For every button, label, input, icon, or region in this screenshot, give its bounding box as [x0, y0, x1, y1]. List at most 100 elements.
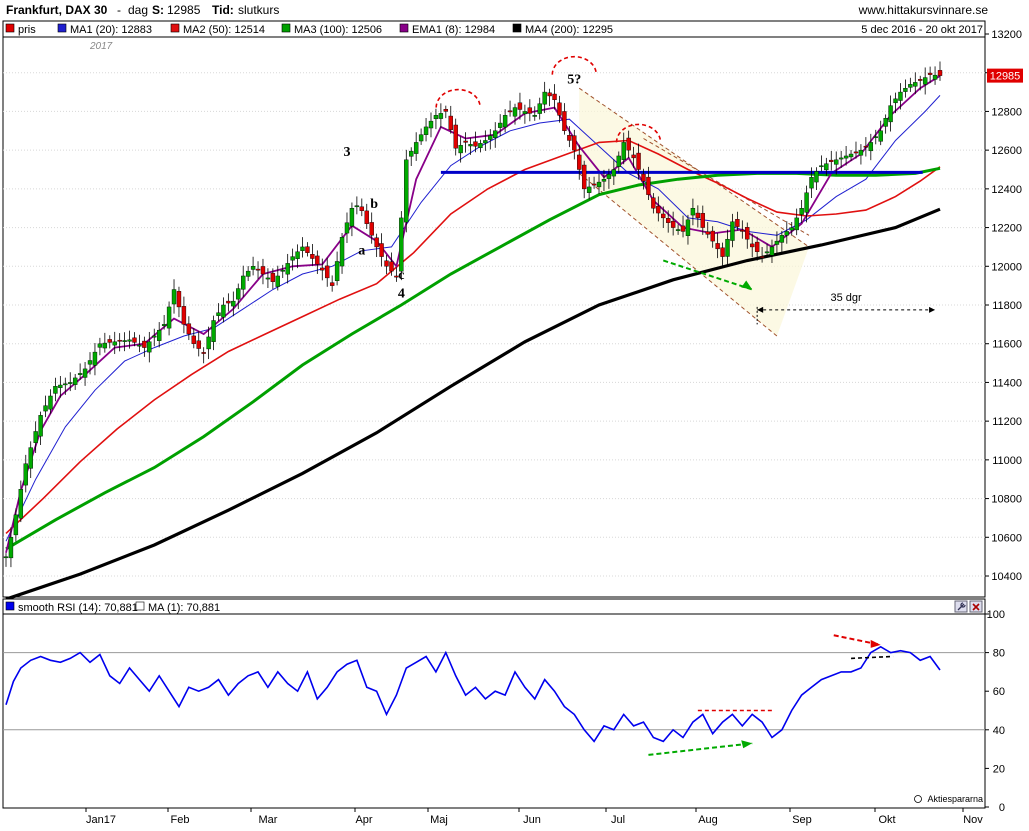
candle — [819, 155, 824, 172]
candle — [512, 103, 518, 125]
legend-label-pris: pris — [18, 24, 36, 36]
candle — [507, 100, 513, 117]
channel-upper — [578, 87, 810, 248]
candle — [596, 173, 602, 195]
candle — [216, 303, 221, 321]
candle-body — [245, 270, 251, 277]
candle-body — [394, 275, 399, 278]
candle — [522, 104, 528, 124]
last-value-tag — [987, 68, 1023, 83]
wrench-icon[interactable] — [954, 600, 968, 613]
candle — [87, 352, 93, 375]
candle — [147, 331, 152, 363]
candle — [320, 258, 325, 281]
candle-body — [433, 115, 439, 120]
candle — [740, 220, 745, 239]
candle-body — [216, 312, 221, 316]
candle — [285, 253, 290, 284]
candle-body — [710, 230, 715, 242]
candle — [759, 247, 765, 263]
y-tick-label: 10400 — [991, 571, 1022, 583]
candle — [428, 112, 434, 138]
candle — [68, 372, 73, 392]
candle-body — [750, 243, 755, 248]
candle — [206, 326, 211, 360]
candle-body — [819, 165, 824, 168]
rsi-axis: 0 20 40 60 80 100 — [985, 609, 1005, 814]
candle-body — [478, 143, 483, 149]
candle — [666, 210, 671, 233]
x-tick-label: Nov — [963, 814, 983, 826]
candle-body — [784, 231, 790, 236]
candle — [586, 177, 592, 200]
candle — [873, 129, 878, 145]
candle-body — [107, 339, 112, 343]
candle — [384, 254, 389, 275]
candle — [720, 242, 725, 267]
candle-body — [853, 151, 859, 154]
candle-body — [448, 115, 453, 131]
candle — [527, 99, 533, 122]
candle-body — [468, 144, 473, 147]
y-tick-label: 11800 — [992, 300, 1022, 312]
candle — [468, 137, 473, 155]
candle — [774, 231, 780, 255]
candle — [705, 222, 710, 239]
candle-body — [512, 107, 518, 117]
candle — [132, 332, 137, 347]
candle-body — [537, 103, 542, 114]
candle-body — [255, 268, 261, 271]
candle-body — [409, 150, 414, 157]
annotation-label: c — [398, 268, 404, 283]
candle — [404, 149, 409, 233]
candle — [443, 105, 449, 119]
price-trend-arrowhead — [741, 280, 753, 290]
candle-body — [458, 145, 463, 154]
legend-swatch-ema1 — [399, 23, 409, 33]
candle — [601, 169, 607, 191]
candle-body — [325, 265, 330, 279]
candle — [122, 332, 127, 352]
y-tick-label: 12400 — [991, 184, 1022, 196]
candle — [918, 75, 923, 91]
candle — [112, 331, 117, 355]
candle — [280, 264, 285, 279]
candle-body — [586, 186, 592, 193]
candle-body — [127, 339, 132, 342]
candle-body — [23, 463, 28, 486]
candle-body — [305, 246, 310, 253]
candle — [171, 279, 177, 314]
rsi-panel — [2, 598, 986, 809]
candle — [700, 205, 705, 235]
candle — [300, 237, 305, 258]
candle-body — [250, 266, 256, 270]
candle — [572, 129, 577, 160]
candle-body — [824, 163, 829, 171]
candle-body — [937, 70, 943, 76]
candle — [364, 203, 369, 229]
x-tick-label: Maj — [430, 814, 448, 826]
candle-body — [631, 154, 636, 159]
candle-body — [581, 164, 587, 190]
annotation-label: a — [358, 244, 365, 259]
candle — [502, 109, 508, 133]
price-legend: pris MA1 (20): 12883 MA2 (50): 12514 MA3 (1… — [5, 23, 613, 36]
candle — [423, 117, 429, 142]
candle-body — [754, 241, 760, 252]
candle — [488, 129, 493, 150]
x-tick-label: Aug — [698, 814, 718, 826]
candle-body — [601, 178, 607, 182]
candle — [354, 196, 360, 215]
candle-body — [848, 153, 854, 158]
candle — [483, 130, 488, 151]
candle-body — [908, 84, 913, 88]
close-icon[interactable] — [969, 600, 983, 613]
candle — [329, 275, 335, 292]
candle — [621, 132, 626, 165]
candle — [932, 66, 938, 85]
candle — [641, 168, 646, 190]
candle — [270, 268, 276, 290]
candle-body — [43, 405, 48, 412]
candle — [374, 233, 379, 258]
candle-body — [399, 217, 404, 272]
